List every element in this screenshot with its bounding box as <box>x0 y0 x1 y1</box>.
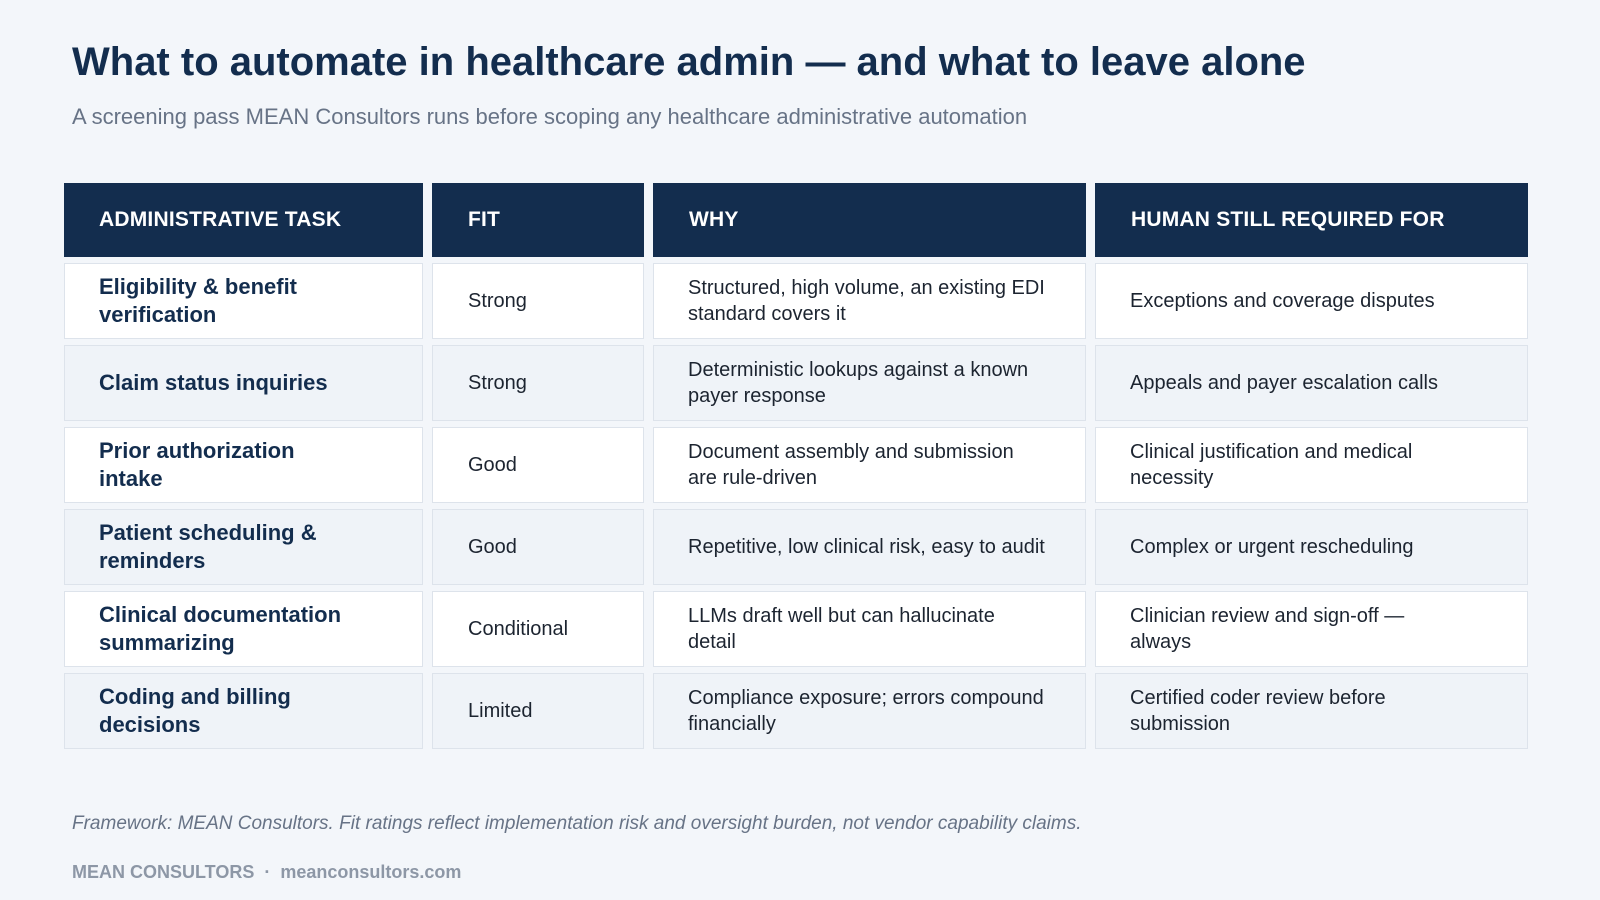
header-why: WHY <box>653 183 1086 257</box>
human-cell: Exceptions and coverage disputes <box>1095 263 1528 339</box>
automation-fit-table: ADMINISTRATIVE TASK FIT WHY HUMAN STILL … <box>64 183 1528 749</box>
fit-cell: Limited <box>432 673 644 749</box>
fit-cell: Strong <box>432 263 644 339</box>
human-cell: Clinician review and sign-off — always <box>1095 591 1528 667</box>
header-human-still-required: HUMAN STILL REQUIRED FOR <box>1095 183 1528 257</box>
task-cell: Claim status inquiries <box>64 345 423 421</box>
why-cell: Deterministic lookups against a known pa… <box>653 345 1086 421</box>
why-cell: LLMs draft well but can hallucinate deta… <box>653 591 1086 667</box>
brand-url: meanconsultors.com <box>280 862 462 882</box>
footer-brand-line: MEAN CONSULTORS · meanconsultors.com <box>72 862 461 883</box>
fit-cell: Good <box>432 509 644 585</box>
fit-cell: Good <box>432 427 644 503</box>
task-cell: Clinical documentation summarizing <box>64 591 423 667</box>
why-cell: Document assembly and submission are rul… <box>653 427 1086 503</box>
brand-name: MEAN CONSULTORS <box>72 862 255 882</box>
task-cell: Coding and billing decisions <box>64 673 423 749</box>
task-cell: Patient scheduling & reminders <box>64 509 423 585</box>
header-administrative-task: ADMINISTRATIVE TASK <box>64 183 423 257</box>
human-cell: Clinical justification and medical neces… <box>1095 427 1528 503</box>
human-cell: Certified coder review before submission <box>1095 673 1528 749</box>
fit-cell: Strong <box>432 345 644 421</box>
task-cell: Prior authorization intake <box>64 427 423 503</box>
header-fit: FIT <box>432 183 644 257</box>
page-title: What to automate in healthcare admin — a… <box>72 40 1306 84</box>
fit-cell: Conditional <box>432 591 644 667</box>
task-cell: Eligibility & benefit verification <box>64 263 423 339</box>
why-cell: Structured, high volume, an existing EDI… <box>653 263 1086 339</box>
human-cell: Appeals and payer escalation calls <box>1095 345 1528 421</box>
why-cell: Repetitive, low clinical risk, easy to a… <box>653 509 1086 585</box>
why-cell: Compliance exposure; errors compound fin… <box>653 673 1086 749</box>
human-cell: Complex or urgent rescheduling <box>1095 509 1528 585</box>
page-subtitle: A screening pass MEAN Consultors runs be… <box>72 104 1028 129</box>
brand-separator: · <box>264 862 271 882</box>
framework-footnote: Framework: MEAN Consultors. Fit ratings … <box>72 813 1082 834</box>
